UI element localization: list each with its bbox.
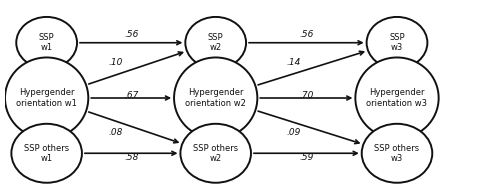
Text: SSP others
w3: SSP others w3 [374,144,420,163]
Text: SSP
w3: SSP w3 [389,33,405,52]
Ellipse shape [186,17,246,69]
Ellipse shape [5,57,88,139]
Text: SSP
w2: SSP w2 [208,33,224,52]
Text: Hypergender
orientation w1: Hypergender orientation w1 [16,88,77,108]
Text: Hypergender
orientation w3: Hypergender orientation w3 [366,88,428,108]
Text: .59: .59 [299,153,314,162]
Text: .67: .67 [124,91,138,100]
Text: .10: .10 [108,58,122,67]
Text: .56: .56 [299,30,314,39]
Ellipse shape [180,124,251,183]
Ellipse shape [362,124,432,183]
Ellipse shape [356,57,438,139]
Text: Hypergender
orientation w2: Hypergender orientation w2 [186,88,246,108]
Ellipse shape [174,57,258,139]
Ellipse shape [16,17,77,69]
Text: .09: .09 [287,128,302,137]
Text: SSP others
w2: SSP others w2 [193,144,238,163]
Text: .56: .56 [124,30,138,39]
Ellipse shape [12,124,82,183]
Text: SSP
w1: SSP w1 [39,33,54,52]
Text: .58: .58 [124,153,138,162]
Text: .14: .14 [287,58,302,67]
Ellipse shape [366,17,428,69]
Text: .08: .08 [108,128,122,137]
Text: SSP others
w1: SSP others w1 [24,144,69,163]
Text: .70: .70 [299,91,314,100]
